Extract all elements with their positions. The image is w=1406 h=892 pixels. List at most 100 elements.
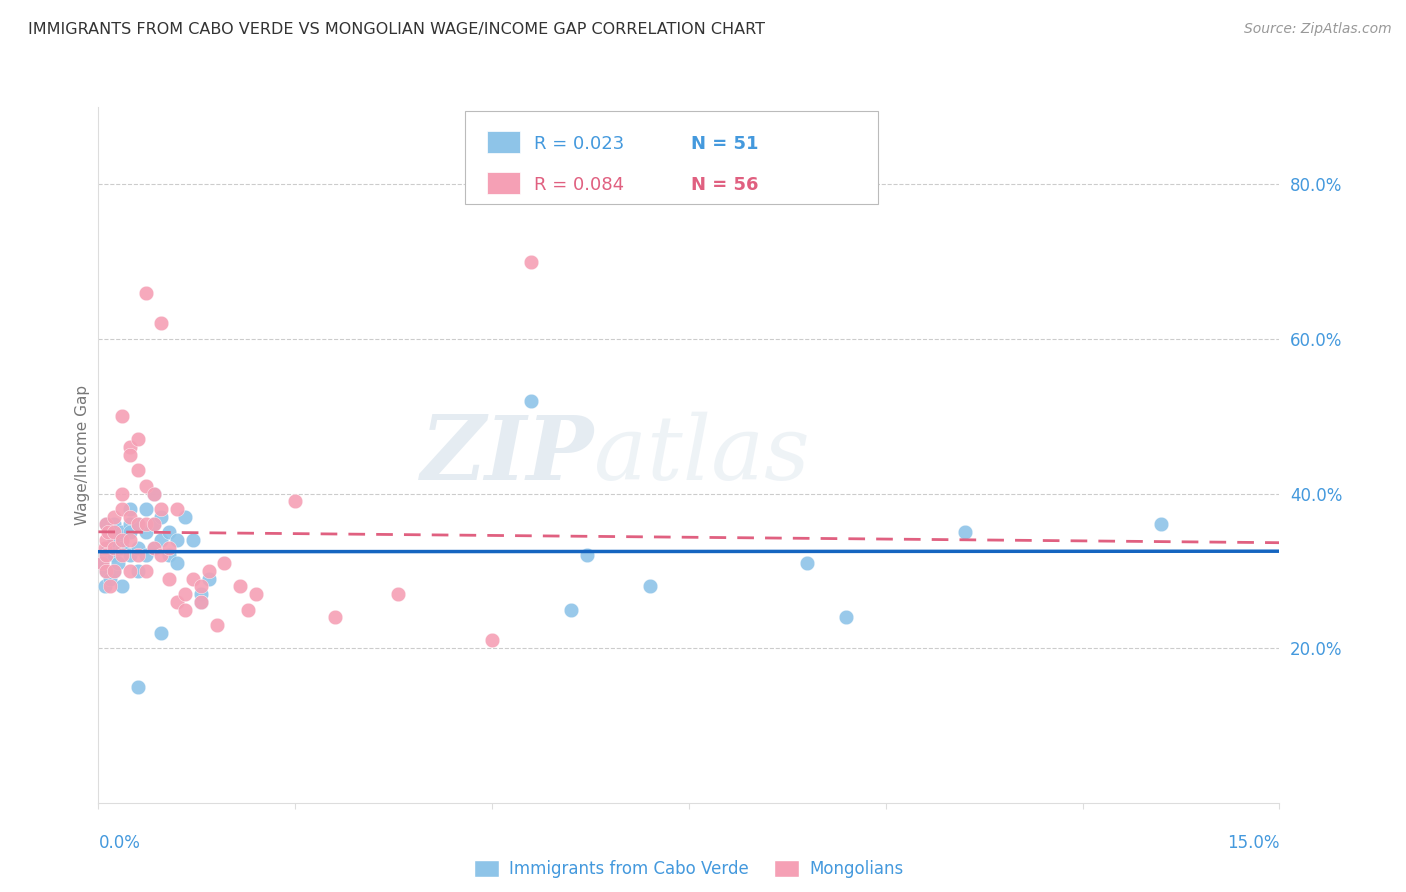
Point [157, 525, 180, 540]
Point [98, 525, 121, 540]
Point [135, 517, 157, 532]
Point [166, 533, 188, 547]
Point [166, 502, 188, 516]
Point [142, 517, 165, 532]
Point [181, 533, 204, 547]
Text: ZIP: ZIP [420, 412, 595, 498]
Point [323, 610, 346, 624]
Y-axis label: Wage/Income Gap: Wage/Income Gap [75, 384, 90, 525]
Text: R = 0.084: R = 0.084 [534, 177, 624, 194]
Point [97, 525, 120, 540]
Point [481, 633, 503, 648]
Point [638, 579, 661, 593]
Point [157, 541, 180, 555]
Point [135, 502, 157, 516]
Text: 0.0%: 0.0% [98, 834, 141, 852]
Point [96, 533, 118, 547]
Legend: Immigrants from Cabo Verde, Mongolians: Immigrants from Cabo Verde, Mongolians [468, 854, 910, 885]
Point [127, 517, 149, 532]
Point [142, 541, 165, 555]
Point [174, 602, 197, 616]
Point [245, 587, 267, 601]
Point [118, 533, 141, 547]
Text: IMMIGRANTS FROM CABO VERDE VS MONGOLIAN WAGE/INCOME GAP CORRELATION CHART: IMMIGRANTS FROM CABO VERDE VS MONGOLIAN … [28, 22, 765, 37]
Point [118, 509, 141, 524]
Point [111, 525, 134, 540]
Bar [486, 172, 520, 194]
Point [142, 517, 165, 532]
Point [284, 494, 307, 508]
Point [111, 533, 134, 547]
Point [103, 509, 125, 524]
Point [135, 564, 157, 578]
Point [103, 564, 125, 578]
Point [103, 525, 125, 540]
Point [142, 541, 165, 555]
Point [135, 525, 157, 540]
Point [166, 595, 188, 609]
Point [111, 409, 134, 424]
Point [190, 579, 212, 593]
Point [103, 549, 125, 563]
Point [197, 564, 219, 578]
Point [107, 556, 129, 570]
Point [118, 440, 141, 454]
Point [835, 610, 858, 624]
Point [520, 254, 543, 268]
Point [197, 572, 219, 586]
Point [520, 393, 543, 408]
Point [214, 556, 236, 570]
Point [205, 618, 228, 632]
Point [575, 549, 598, 563]
Point [111, 533, 134, 547]
Point [93, 541, 115, 555]
Point [135, 479, 157, 493]
Point [98, 579, 121, 593]
Point [174, 509, 197, 524]
Point [96, 517, 118, 532]
Point [150, 533, 173, 547]
Point [111, 549, 134, 563]
Point [166, 556, 188, 570]
Point [150, 509, 173, 524]
Point [229, 579, 252, 593]
Text: N = 51: N = 51 [692, 136, 759, 153]
Point [91, 556, 114, 570]
Point [127, 680, 149, 694]
Text: R = 0.023: R = 0.023 [534, 136, 624, 153]
Point [135, 285, 157, 300]
Point [236, 602, 259, 616]
Point [96, 564, 118, 578]
Text: atlas: atlas [595, 411, 810, 499]
Point [127, 541, 149, 555]
Point [142, 486, 165, 500]
Point [157, 572, 180, 586]
Point [96, 549, 118, 563]
Point [157, 549, 180, 563]
Point [93, 579, 115, 593]
Point [181, 572, 204, 586]
Point [953, 525, 976, 540]
FancyBboxPatch shape [464, 111, 877, 204]
Point [118, 502, 141, 516]
Point [96, 564, 118, 578]
Point [1150, 517, 1173, 532]
Point [96, 517, 118, 532]
Text: Source: ZipAtlas.com: Source: ZipAtlas.com [1244, 22, 1392, 37]
Point [111, 502, 134, 516]
Point [96, 549, 118, 563]
Point [111, 486, 134, 500]
Point [98, 572, 121, 586]
Point [127, 564, 149, 578]
Point [190, 595, 212, 609]
Point [174, 587, 197, 601]
Point [111, 579, 134, 593]
Point [796, 556, 818, 570]
Point [150, 317, 173, 331]
Point [560, 602, 582, 616]
Point [103, 533, 125, 547]
Point [135, 549, 157, 563]
Point [118, 549, 141, 563]
Point [118, 564, 141, 578]
Point [127, 463, 149, 477]
